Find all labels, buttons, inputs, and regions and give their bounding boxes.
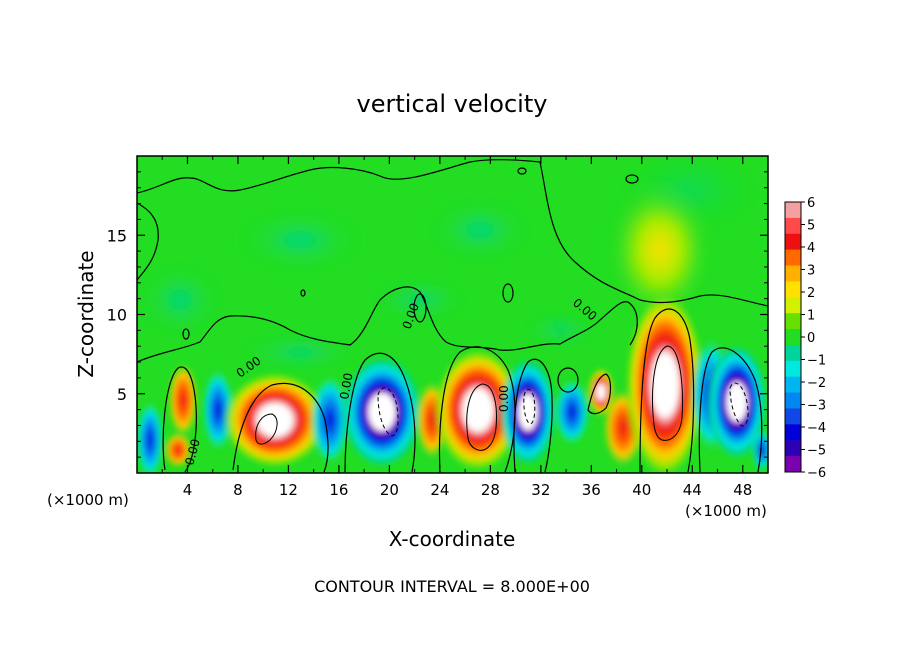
- y-tick-label: 5: [117, 385, 127, 404]
- heatmap-ambient: [140, 156, 760, 368]
- colorbar-tick-label: −2: [807, 376, 826, 391]
- colorbar-swatch: [785, 217, 801, 235]
- colorbar-tick-label: −6: [807, 466, 826, 481]
- x-tick-label: 4: [183, 481, 193, 499]
- x-tick-label: 8: [233, 481, 243, 499]
- colorbar-swatch: [785, 456, 801, 473]
- colorbar-swatch: [785, 297, 801, 314]
- colorbar: 6 5 4 3 2 1 0 −1 −2 −3 −4 −5 −6: [784, 196, 826, 481]
- x-tick-label: 44: [683, 481, 702, 499]
- x-units-right: (×1000 m): [685, 502, 767, 520]
- zero-contour-small-5: [300, 289, 306, 297]
- colorbar-tick-label: 6: [807, 196, 815, 211]
- colorbar-swatch: [785, 281, 801, 298]
- colorbar-swatch: [785, 202, 801, 219]
- colorbar-tick-label: 3: [807, 264, 815, 279]
- zero-contour-small-6: [182, 328, 190, 340]
- colorbar-swatch: [785, 408, 801, 425]
- zero-contour-left-loop: [137, 202, 159, 281]
- colorbar-swatch: [785, 392, 801, 409]
- zero-contour-cell-12: [232, 382, 329, 473]
- x-tick-label: 36: [582, 481, 601, 499]
- zero-contour-upper-left: [137, 159, 768, 307]
- x-tick-label: 24: [430, 481, 449, 499]
- zero-contour-cell-left: [162, 366, 197, 473]
- zero-contour-cell-37: [587, 373, 612, 415]
- colorbar-tick-label: −3: [807, 399, 826, 414]
- y-tick-label: 15: [107, 226, 127, 245]
- zero-contour-cell-31: [513, 358, 553, 473]
- zero-contour-cell-20: [344, 352, 416, 473]
- zero-contour-small-7: [557, 367, 579, 393]
- colorbar-tick-label: 4: [807, 241, 815, 256]
- zero-contour-small-3: [625, 174, 639, 184]
- inner-contour-42: [652, 345, 683, 441]
- colorbar-tick-label: 1: [807, 309, 815, 324]
- colorbar-swatch: [785, 344, 801, 362]
- y-axis-label: Z-coordinate: [74, 250, 98, 377]
- inner-contour-31-dashed: [523, 389, 536, 425]
- colorbar-swatch: [785, 424, 801, 441]
- y-tick-label: 10: [107, 306, 127, 325]
- inner-contour-10: [255, 413, 278, 445]
- contour-interval-note: CONTOUR INTERVAL = 8.000E+00: [314, 577, 590, 596]
- x-units-left: (×1000 m): [47, 491, 129, 509]
- inner-contours: [255, 345, 749, 451]
- x-tick-label: 16: [329, 481, 348, 499]
- colorbar-tick-label: −5: [807, 444, 826, 459]
- inner-contour-27: [466, 383, 497, 451]
- contour-label: 0.00: [497, 385, 511, 412]
- zero-contours: [137, 159, 768, 473]
- colorbar-swatch: [785, 233, 801, 251]
- zero-contour-small-1: [502, 283, 514, 303]
- colorbar-swatch: [785, 313, 801, 330]
- x-tick-label: 28: [481, 481, 500, 499]
- x-tick-label: 12: [279, 481, 298, 499]
- y-axis: 5 10 15: [107, 171, 768, 458]
- x-tick-label: 48: [733, 481, 752, 499]
- colorbar-tick-label: −4: [807, 421, 826, 436]
- colorbar-tick-label: −1: [807, 354, 826, 369]
- colorbar-tick-label: 0: [807, 331, 815, 346]
- inner-contour-47-dashed: [729, 382, 749, 427]
- zero-contour-cell-42: [639, 308, 695, 473]
- colorbar-tick-label: 5: [807, 219, 815, 234]
- zero-contour-small-4: [517, 167, 527, 175]
- colorbar-swatch: [785, 329, 801, 346]
- x-axis: 4 8 12 16 20 24 28 32 36 40 44 48: [161, 156, 752, 499]
- colorbar-swatch: [785, 376, 801, 393]
- colorbar-swatch: [785, 440, 801, 457]
- heatmap-field: 0.00 0.00 0.00 0.00 0.00 0.00: [137, 156, 768, 473]
- zero-contour-cell-46: [698, 347, 763, 473]
- contour-label: 0.00: [337, 372, 355, 401]
- colorbar-swatch: [785, 360, 801, 378]
- x-tick-label: 40: [632, 481, 651, 499]
- x-axis-label: X-coordinate: [389, 527, 516, 551]
- chart-title: vertical velocity: [357, 90, 548, 118]
- zero-contour-mid-band: [137, 286, 638, 363]
- contour-label: 0.00: [182, 437, 202, 466]
- heatmap-cells: [137, 291, 768, 473]
- colorbar-swatch: [785, 265, 801, 282]
- zero-contour-small-2: [413, 293, 427, 323]
- colorbar-tick-label: 2: [807, 286, 815, 301]
- x-tick-label: 32: [531, 481, 550, 499]
- colorbar-swatch: [785, 249, 801, 266]
- x-tick-label: 20: [380, 481, 399, 499]
